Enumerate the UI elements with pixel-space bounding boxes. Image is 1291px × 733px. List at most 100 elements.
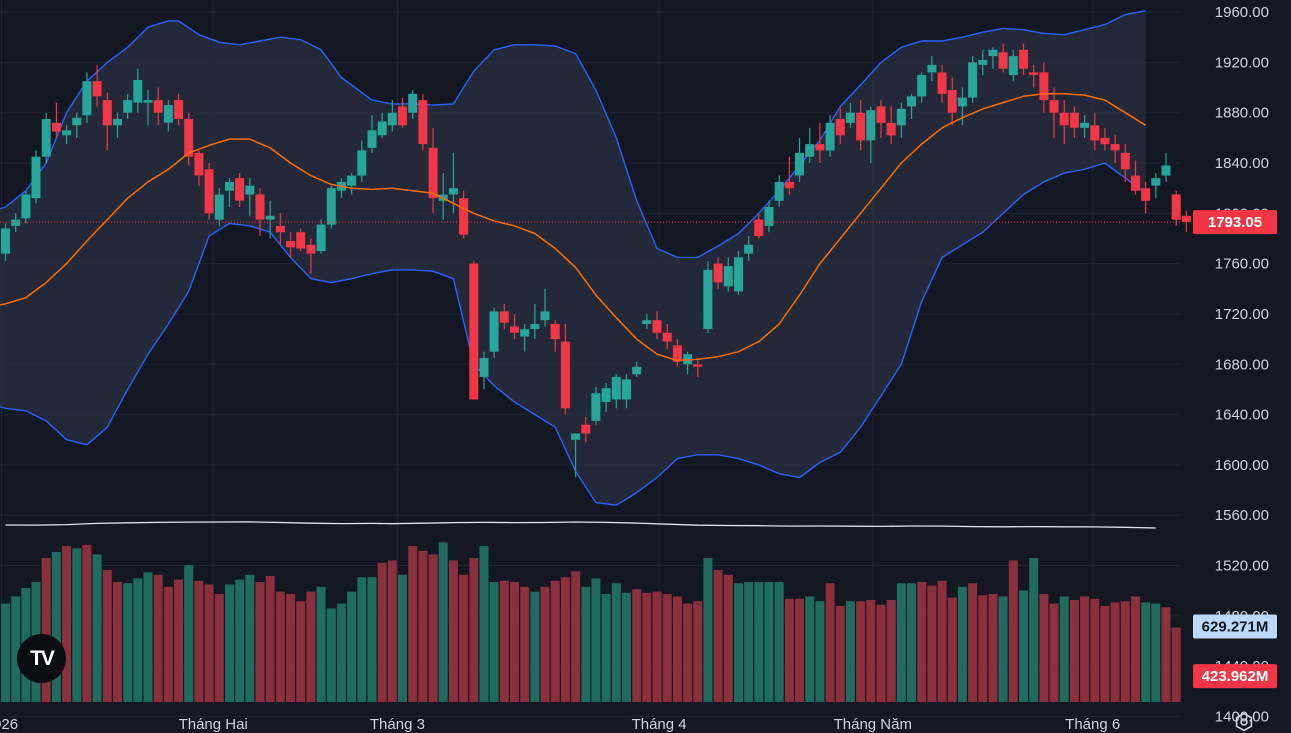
candle-body [622,379,631,400]
volume-bar [1069,600,1079,702]
volume-bar [774,582,784,702]
candle-body [82,81,92,116]
candle-body [723,266,733,287]
volume-bar [1,603,10,702]
volume-ma-badge-label: 629.271M [1202,619,1269,636]
volume-bar [1141,602,1151,702]
volume-bar [520,586,530,702]
volume-bar [163,586,173,702]
candle-body [428,147,438,199]
volume-bar [571,571,581,702]
volume-bar [1090,598,1100,702]
volume-bar [1110,602,1120,702]
candle-body [255,194,265,220]
volume-bar [326,608,336,702]
volume-bar [540,586,550,702]
volume-bar [214,594,224,702]
volume-bar [917,582,927,702]
time-tick-label: Tháng 6 [1065,716,1120,733]
volume-bar [876,604,886,702]
volume-bar [92,554,102,702]
candle-body [357,150,367,176]
candle-body [784,181,794,189]
candle-body [632,366,642,375]
volume-bar [622,592,631,702]
volume-bar [713,570,723,702]
candle-body [398,106,407,126]
candle-body [163,105,173,123]
volume-bar [734,583,743,702]
candle-body [734,257,743,292]
volume-bar [795,598,804,702]
volume-bar [194,580,204,702]
volume-bar [469,558,479,702]
bollinger-lower-line [0,162,1147,506]
price-tick-label: 1640.00 [1215,407,1269,424]
candle-body [774,181,784,201]
candle-body [998,52,1008,69]
time-tick-label: Tháng Năm [834,716,912,733]
candle-body [520,329,530,337]
volume-bar [41,558,51,702]
candle-body [957,97,967,107]
candle-body [1049,100,1059,113]
volume-bar [815,601,825,702]
volume-bar [1039,594,1049,702]
volume-bar [225,584,234,702]
candle-body [1090,125,1100,141]
candle-body [896,108,906,126]
candle-body [377,121,387,136]
volume-bar [927,585,937,702]
candle-body [917,75,927,97]
settings-gear-icon[interactable] [1234,712,1254,732]
candle-body [591,393,601,421]
volume-bar [102,570,112,702]
volume-bar [123,583,133,702]
volume-bar [1080,596,1090,702]
volume-bar [113,582,122,702]
candle-body [530,324,540,329]
price-tick-label: 1680.00 [1215,356,1269,373]
volume-bar [886,600,896,702]
volume-bar [367,577,377,702]
volume-bar [82,544,92,702]
candle-body [1141,188,1151,201]
time-tick-label: Tháng 3 [370,716,425,733]
volume-bar [1008,560,1018,702]
volume-bar [978,595,988,702]
candle-body [611,376,621,400]
candle-body [316,224,326,251]
volume-bar [510,582,519,702]
volume-bar [408,546,418,702]
candle-body [1029,72,1039,75]
volume-ma-line [5,521,1156,529]
candle-body [408,93,418,113]
volume-bar [601,594,611,702]
time-tick-label: Tháng 4 [632,716,687,733]
candle-body [642,320,652,324]
volume-bar [286,594,295,702]
volume-bar [51,552,61,702]
candle-body [113,119,122,126]
volume-bar [591,578,601,702]
time-axis[interactable]: 2026 Tháng Hai Tháng 3 Tháng 4 Tháng Năm Thán… [0,716,1120,733]
volume-bar [907,583,916,702]
volume-bar [611,583,621,702]
volume-bar [672,596,682,702]
candle-body [469,263,479,400]
tradingview-logo[interactable]: TV [17,634,66,683]
candle-body [510,326,519,333]
price-tick-label: 1600.00 [1215,457,1269,474]
candle-body [1161,165,1171,176]
candle-body [133,80,143,103]
candle-body [1131,175,1140,191]
candle-body [448,188,458,195]
candle-body [265,215,275,220]
volume-ma-badge: 629.271M [1193,614,1277,639]
candle-body [1100,137,1110,145]
time-tick-label: 2026 [0,716,18,733]
candle-body [1008,56,1018,75]
volume-bar [988,594,998,702]
volume-bar [296,601,306,702]
